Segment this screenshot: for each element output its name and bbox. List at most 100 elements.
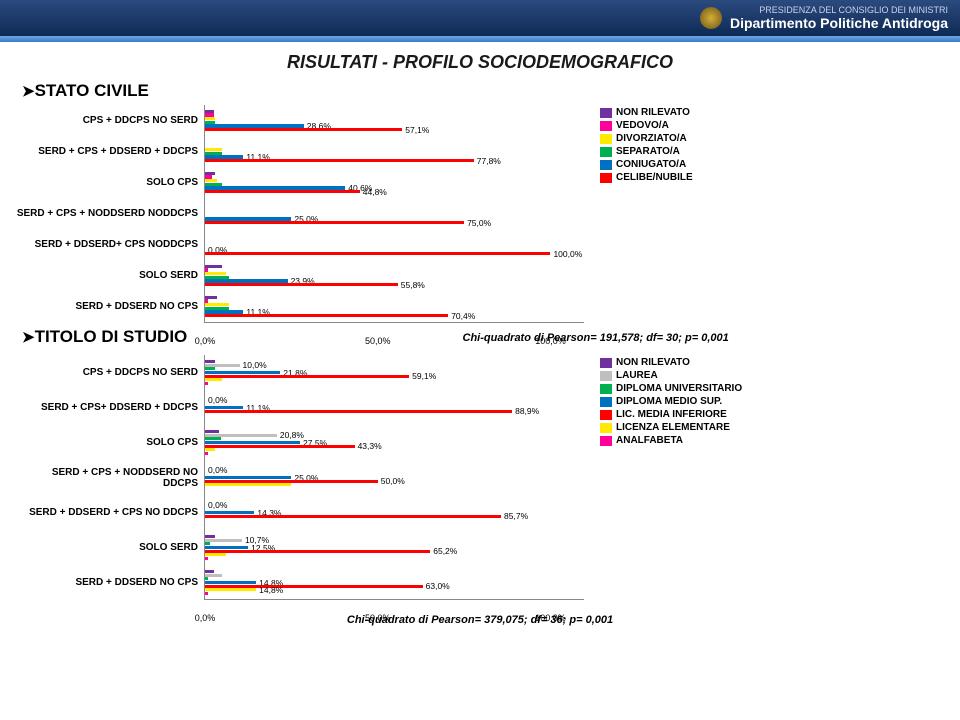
legend-label: DIPLOMA UNIVERSITARIO [616,383,742,394]
legend-swatch [600,410,612,420]
legend-item: NON RILEVATO [600,357,742,368]
bar-value-label: 44,8% [360,187,387,197]
bar: 44,8% [205,190,360,193]
header-text: PRESIDENZA DEL CONSIGLIO DEI MINISTRI Di… [730,5,948,31]
bar: 14,8% [205,588,256,591]
bar-value-label: 88,9% [512,406,539,416]
legend-label: LIC. MEDIA INFERIORE [616,409,727,420]
bar [205,382,208,385]
bar-value-label: 55,8% [398,280,425,290]
bar-value-label: 10,0% [240,360,267,370]
legend-item: LIC. MEDIA INFERIORE [600,409,742,420]
chart2-plot: 10,0%21,8%59,1%0,0%11,1%88,9%20,8%27,5%4… [204,355,584,600]
legend-label: ANALFABETA [616,435,683,446]
chart1-plot: 28,6%57,1%11,1%77,8%40,6%44,8%25,0%75,0%… [204,105,584,323]
category-label: SOLO CPS [16,167,198,198]
legend-swatch [600,397,612,407]
stato-civile-label: STATO CIVILE [35,81,149,100]
legend-label: LICENZA ELEMENTARE [616,422,730,433]
legend-item: DIPLOMA MEDIO SUP. [600,396,742,407]
legend-swatch [600,173,612,183]
legend-item: LAUREA [600,370,742,381]
legend-item: NON RILEVATO [600,107,693,118]
bar: 88,9% [205,410,512,413]
bar-value-label: 43,3% [355,441,382,451]
legend-swatch [600,134,612,144]
legend-label: DIPLOMA MEDIO SUP. [616,396,722,407]
category-label: SERD + CPS + NODDSERD NODDCPS [16,198,198,229]
page-title: RISULTATI - PROFILO SOCIODEMOGRAFICO [16,52,944,73]
category-label: SERD + DDSERD + CPS NO DDCPS [16,495,198,530]
category-label: SERD + CPS+ DDSERD + DDCPS [16,390,198,425]
chart2-ylabels: CPS + DDCPS NO SERDSERD + CPS+ DDSERD + … [16,355,204,600]
legend-swatch [600,436,612,446]
legend-label: NON RILEVATO [616,107,690,118]
legend-item: VEDOVO/A [600,120,693,131]
bar [205,592,208,595]
legend-swatch [600,358,612,368]
x-tick: 50,0% [365,613,391,623]
header-seal-icon [700,7,722,29]
bar: 55,8% [205,283,398,286]
bar-row: 11,1%70,4% [205,291,584,322]
gov-header: PRESIDENZA DEL CONSIGLIO DEI MINISTRI Di… [0,0,960,36]
bar: 77,8% [205,159,474,162]
bar: 100,0% [205,252,550,255]
legend-swatch [600,147,612,157]
bar-value-label: 65,2% [430,546,457,556]
legend-label: VEDOVO/A [616,120,669,131]
content: RISULTATI - PROFILO SOCIODEMOGRAFICO ➤ST… [0,42,960,636]
bar [205,557,208,560]
legend-label: DIVORZIATO/A [616,133,687,144]
bar [205,452,208,455]
bar-row: 10,7%12,5%65,2% [205,530,584,565]
arrow-icon: ➤ [22,83,35,100]
legend-item: CELIBE/NUBILE [600,172,693,183]
category-label: SERD + DDSERD+ CPS NODDCPS [16,229,198,260]
legend-label: SEPARATO/A [616,146,680,157]
bar-row: 0,0%14,3%85,7% [205,495,584,530]
bar-row: 14,8%63,0%14,8% [205,565,584,600]
bar-value-label: 0,0% [205,465,227,475]
bar-value-label: 0,0% [205,500,227,510]
category-label: SERD + DDSERD NO CPS [16,291,198,322]
bar: 70,4% [205,314,448,317]
legend-swatch [600,121,612,131]
bar-value-label: 77,8% [474,156,501,166]
bar-row: 28,6%57,1% [205,105,584,136]
legend-item: CONIUGATO/A [600,159,693,170]
category-label: CPS + DDCPS NO SERD [16,355,198,390]
chart1-ylabels: CPS + DDCPS NO SERDSERD + CPS + DDSERD +… [16,105,204,322]
bar-value-label: 70,4% [448,311,475,321]
category-label: SOLO CPS [16,425,198,460]
category-label: CPS + DDCPS NO SERD [16,105,198,136]
bar-value-label: 0,0% [205,395,227,405]
legend-swatch [600,371,612,381]
bar-value-label: 50,0% [378,476,405,486]
category-label: SOLO SERD [16,530,198,565]
legend-item: LICENZA ELEMENTARE [600,422,742,433]
x-tick: 50,0% [365,336,391,346]
category-label: SOLO SERD [16,260,198,291]
bar-row: 20,8%27,5%43,3% [205,425,584,460]
bar: 75,0% [205,221,464,224]
x-tick: 100,0% [535,336,566,346]
bar: 59,1% [205,375,409,378]
legend-label: NON RILEVATO [616,357,690,368]
chart1-legend: NON RILEVATO VEDOVO/A DIVORZIATO/A SEPARATO… [600,105,693,185]
bar-row: 10,0%21,8%59,1% [205,355,584,390]
legend-label: CONIUGATO/A [616,159,686,170]
legend-swatch [600,108,612,118]
x-tick: 0,0% [195,613,216,623]
legend-swatch [600,423,612,433]
bar: 85,7% [205,515,501,518]
bar: 65,2% [205,550,430,553]
bar-value-label: 75,0% [464,218,491,228]
arrow-icon: ➤ [22,329,35,346]
bar [205,483,291,486]
bar-value-label: 100,0% [550,249,582,259]
bar-row: 0,0%100,0% [205,229,584,260]
bar: 10,7% [205,539,242,542]
legend-label: LAUREA [616,370,658,381]
section-titolo-studio: ➤TITOLO DI STUDIO [22,327,187,347]
